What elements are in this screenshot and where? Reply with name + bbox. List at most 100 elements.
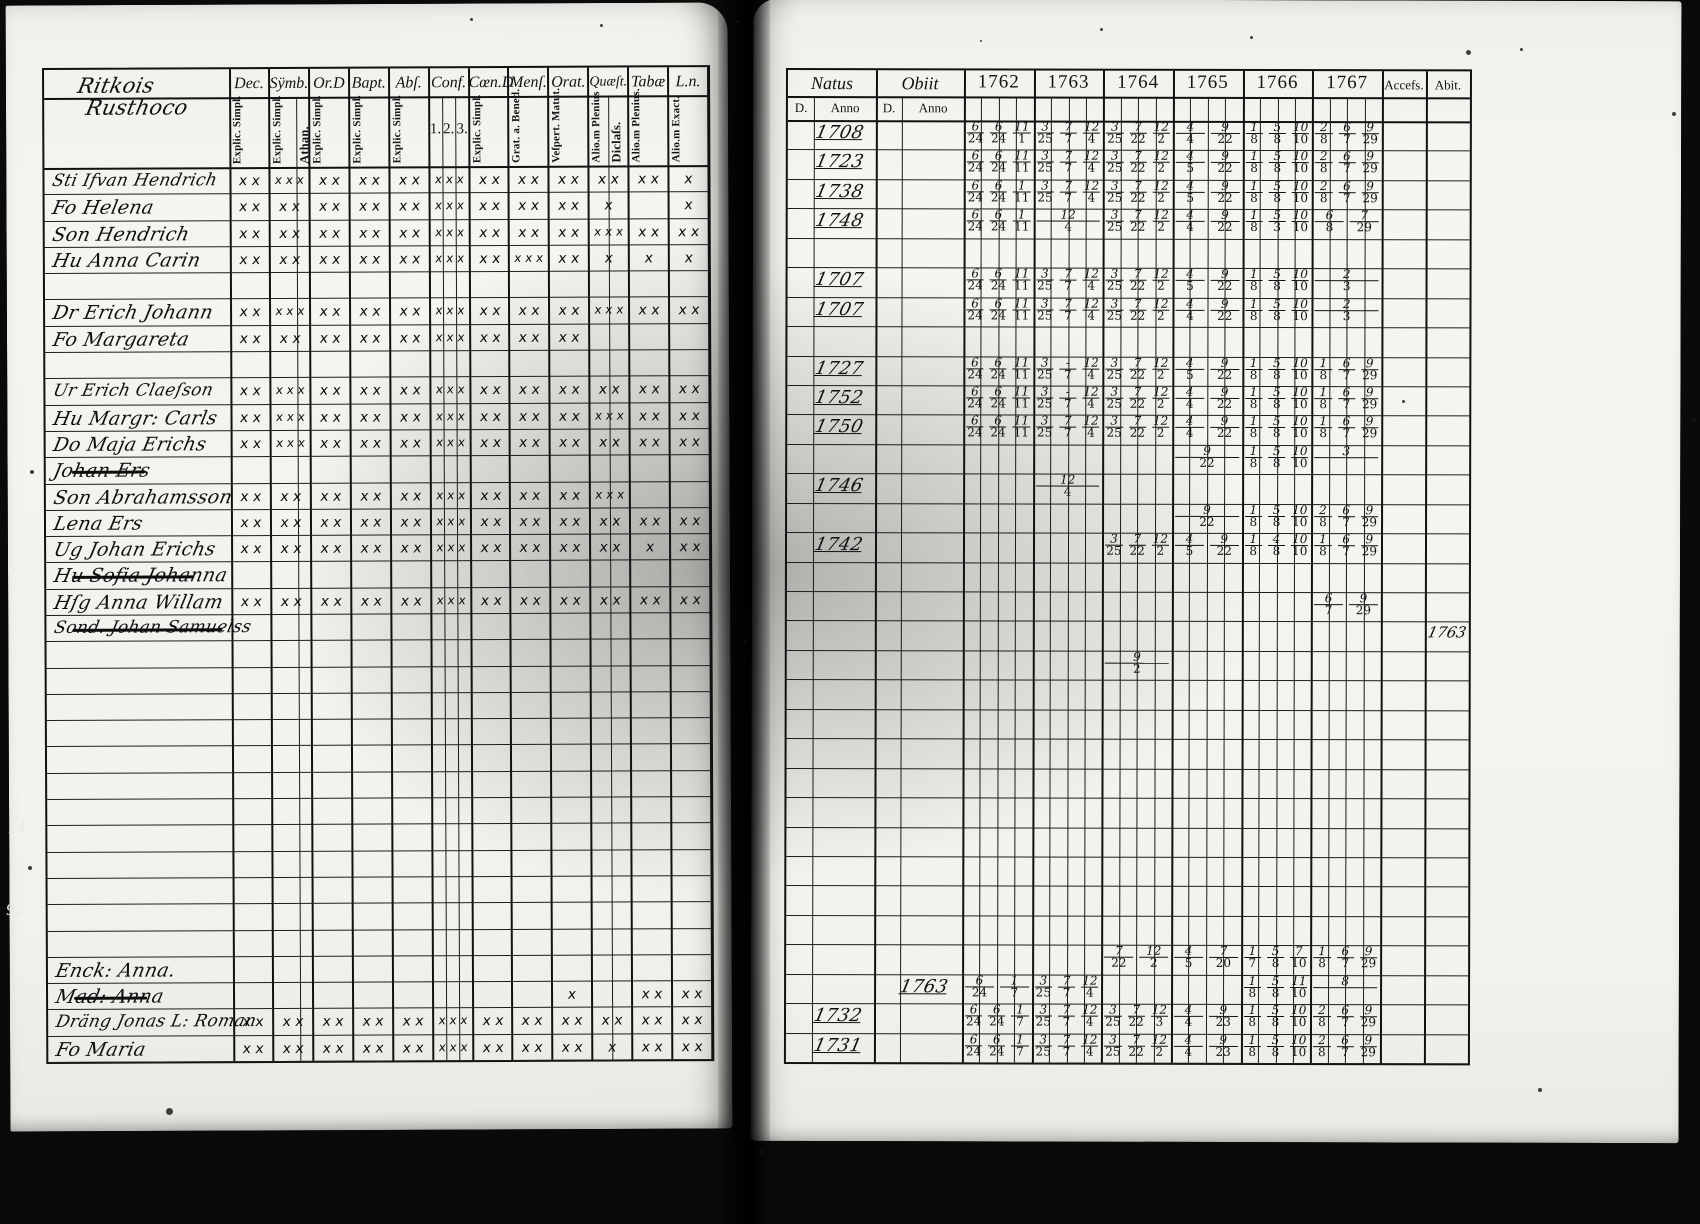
date-cell-28-1764-1: 12 2 xyxy=(1139,944,1169,970)
date-cell-3-1762-1: 6 24 xyxy=(989,207,1008,234)
row-name-strikethrough-11 xyxy=(71,470,145,475)
row-mark-12-6: x x xyxy=(478,487,502,504)
column-group-divider-4 xyxy=(427,68,434,1061)
date-cell-3-1764-0: 3 25 xyxy=(1106,207,1124,235)
row-mark-0-10: x x xyxy=(636,171,661,188)
row-mark-31-11: x x xyxy=(680,986,704,1003)
row-mark-9-0: x x xyxy=(238,409,263,426)
row-mark-0-4: x x xyxy=(397,172,421,189)
column-group-divider-7 xyxy=(547,67,554,1060)
column-sub-label-4-0: Explic. Simpl. xyxy=(390,94,404,164)
left-table-frame: Dec. Explic. Simpl. Sÿmb. Explic. Simpl. Ath… xyxy=(42,65,715,1064)
date-cell-6-1764-2: 12 2 xyxy=(1152,296,1170,323)
row-mark-3-0: x x xyxy=(238,251,262,269)
row-mark-10-10: x x xyxy=(638,434,662,451)
right-group-inner-divider-0 xyxy=(812,96,816,1063)
year-1767-subdivider-1 xyxy=(1327,97,1331,1064)
right-row-divider-14 xyxy=(786,561,1469,564)
row-mark-10-3: x x xyxy=(358,435,382,452)
row-mark-32-7: x x xyxy=(520,1013,545,1030)
date-cell-31-1762-1: 6 24 xyxy=(988,1031,1006,1059)
year-1767-subdivider-3 xyxy=(1362,97,1366,1064)
date-cell-6-1762-0: 6 24 xyxy=(966,296,984,323)
date-cell-9-1762-2: 11 11 xyxy=(1012,384,1030,411)
date-cell-6-1766-2: 10 10 xyxy=(1291,296,1309,323)
row-mark-0-6: x x xyxy=(477,172,501,189)
column-sub-label-5-0: 1. xyxy=(429,121,442,138)
row-mark-3-5: x x x xyxy=(433,251,465,266)
tail-column-label-0: Accefs. xyxy=(1384,77,1424,93)
row-mark-5-8: x x xyxy=(557,303,581,320)
column-group-divider-5 xyxy=(467,68,474,1061)
date-cell-9-1763-2: 12 4 xyxy=(1082,384,1100,411)
year-column-divider-1766 xyxy=(1310,71,1315,1064)
date-cell-6-1764-1: 7 22 xyxy=(1129,296,1147,323)
row-mark-9-7: x x xyxy=(518,408,542,425)
natus-anno-5: 1707 xyxy=(813,269,866,291)
row-mark-13-0: x x xyxy=(239,514,263,531)
column-group-divider-2 xyxy=(347,68,355,1061)
row-mark-9-8: x x xyxy=(558,408,582,425)
row-mark-13-6: x x xyxy=(478,513,503,530)
date-cell-10-1765-1: 9 22 xyxy=(1210,414,1239,440)
date-cell-1-1763-0: 3 25 xyxy=(1036,148,1054,175)
year-1764-subdivider-3 xyxy=(1153,96,1157,1063)
date-cell-1-1767-2: 9 29 xyxy=(1361,149,1379,176)
row-mark-6-6: x x xyxy=(478,329,502,346)
year-column-divider-1763 xyxy=(1101,70,1106,1063)
date-cell-29-1763-0: 3 25 xyxy=(1034,973,1052,1000)
row-mark-2-8: x x xyxy=(557,224,581,241)
row-mark-9-6: x x xyxy=(478,408,502,425)
date-cell-0-1764-1: 7 22 xyxy=(1129,119,1147,146)
date-cell-13-1767-2: 9 29 xyxy=(1360,502,1379,529)
row-mark-8-11: x x xyxy=(677,381,702,398)
row-mark-5-4: x x xyxy=(398,303,422,320)
row-mark-3-3: x x xyxy=(357,251,382,268)
scan-speck-17 xyxy=(900,1160,903,1163)
row-mark-5-5: x x x xyxy=(434,303,466,318)
right-row-divider-19 xyxy=(786,708,1469,712)
row-mark-16-0: x x xyxy=(239,593,263,610)
date-cell-1-1764-0: 3 25 xyxy=(1106,149,1124,176)
scan-speck-11 xyxy=(1100,28,1103,31)
scan-speck-9 xyxy=(1692,418,1697,423)
date-cell-6-1765-1: 9 22 xyxy=(1210,297,1240,323)
row-mark-5-1: x x x xyxy=(274,304,306,319)
year-1763-subdivider-3 xyxy=(1083,96,1087,1063)
row-mark-2-10: x x xyxy=(637,223,661,240)
date-cell-1-1765-1: 9 22 xyxy=(1210,149,1240,175)
date-cell-11-1765-0: 9 22 xyxy=(1175,444,1239,470)
row-mark-14-1: x x xyxy=(279,540,303,558)
date-cell-6-1762-2: 11 11 xyxy=(1012,296,1031,323)
row-mark-1-6: x x xyxy=(477,198,501,215)
row-mark-0-1: x x x xyxy=(273,172,305,187)
row-mark-33-10: x x xyxy=(640,1038,664,1056)
row-mark-0-3: x x xyxy=(357,172,381,189)
row-mark-3-10: x xyxy=(643,250,655,267)
row-mark-1-3: x x xyxy=(357,198,381,215)
row-mark-0-7: x x xyxy=(517,171,541,188)
date-cell-10-1764-1: 7 22 xyxy=(1128,414,1147,441)
right-row-divider-16 xyxy=(786,620,1469,623)
date-cell-9-1762-0: 6 24 xyxy=(966,384,984,411)
row-mark-3-2: x x xyxy=(318,251,342,268)
row-mark-8-5: x x x xyxy=(434,382,466,397)
